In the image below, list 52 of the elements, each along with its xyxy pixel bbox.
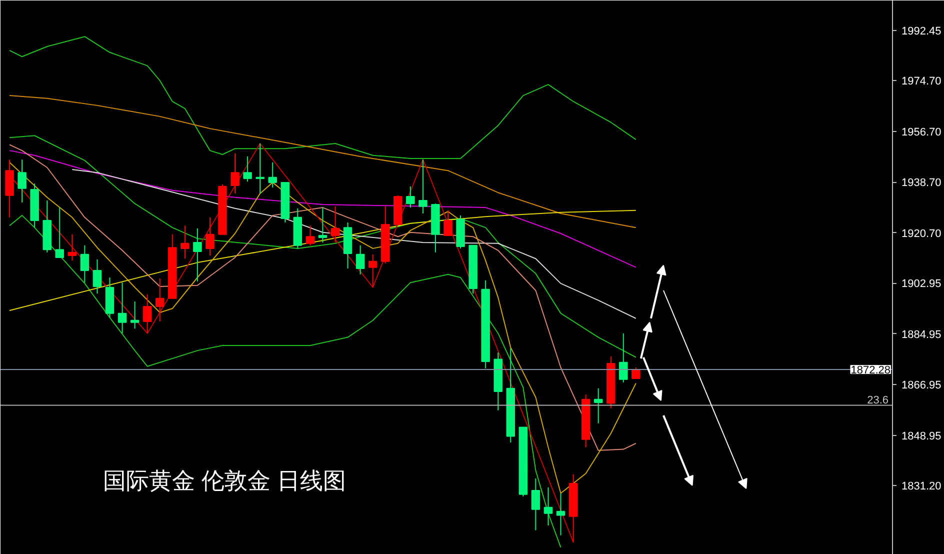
line-series — [9, 214, 562, 548]
y-tick-label: 1920.70 — [902, 228, 942, 240]
line-series — [9, 162, 636, 494]
candlestick — [80, 244, 90, 284]
candlestick — [206, 216, 214, 256]
candlestick — [418, 159, 428, 214]
candlestick — [18, 159, 26, 203]
candlestick — [556, 492, 566, 536]
y-tick-label: 1848.95 — [902, 430, 942, 442]
candlestick — [330, 206, 340, 244]
y-tick-label: 1956.70 — [902, 126, 942, 138]
y-tick-label: 1866.95 — [902, 380, 942, 392]
candlestick — [306, 225, 315, 246]
line-series — [9, 36, 636, 159]
candlestick — [155, 278, 164, 322]
candlestick — [632, 366, 640, 379]
y-tick-label: 1884.95 — [902, 328, 942, 341]
candlestick — [142, 294, 152, 334]
candlestick — [356, 244, 365, 275]
y-tick-label: 1831.20 — [902, 480, 942, 492]
candlestick — [92, 258, 102, 294]
candlestick — [544, 486, 553, 526]
y-tick-label: 1992.45 — [902, 26, 942, 38]
line-series — [72, 168, 636, 319]
line-series — [9, 150, 636, 268]
candlestick — [230, 152, 240, 194]
annotation: 23.6 — [867, 394, 889, 406]
ref-line-label: 1872.28 — [850, 364, 891, 377]
line-series — [9, 210, 636, 312]
candlestick — [243, 156, 252, 182]
candlestick — [594, 388, 603, 424]
candlestick — [130, 300, 140, 330]
candlestick — [406, 186, 415, 208]
candlestick — [368, 254, 378, 288]
candlestick — [180, 225, 190, 260]
y-tick-label: 1938.70 — [902, 177, 942, 190]
line-series — [9, 144, 636, 451]
y-tick-label: 1974.70 — [902, 76, 942, 88]
candlestick — [256, 143, 264, 194]
candlestick — [531, 478, 540, 531]
candlestick — [68, 234, 77, 262]
candlestick — [318, 207, 328, 244]
y-tick-label: 1902.95 — [902, 278, 942, 290]
candlestick — [55, 207, 64, 258]
candlestick — [193, 228, 202, 282]
line-series — [9, 135, 636, 358]
text: 国际黄金 伦敦金 日线图 — [103, 468, 346, 494]
line-series — [9, 95, 636, 228]
candlestick — [118, 282, 127, 334]
candlestick — [268, 162, 277, 188]
candlestick — [444, 210, 452, 236]
candlestick — [618, 332, 628, 383]
